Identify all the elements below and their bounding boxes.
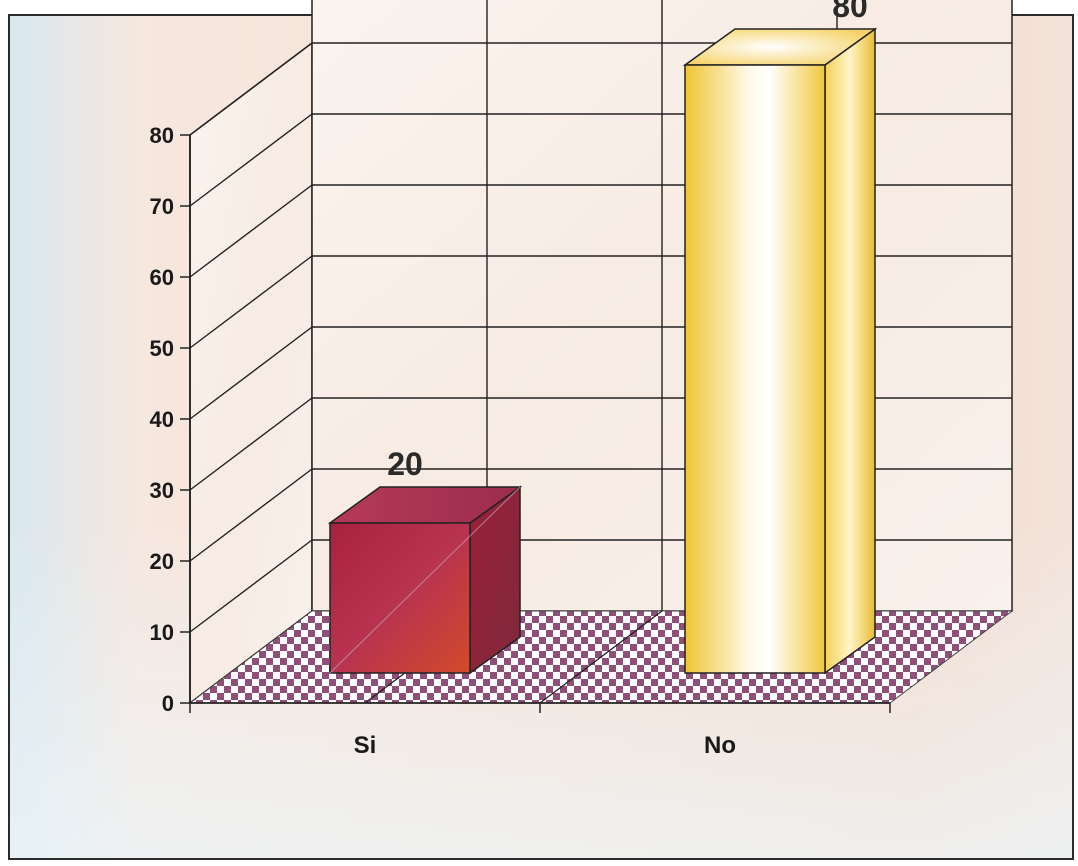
category-label-si: Si xyxy=(354,732,377,759)
gridline-left xyxy=(189,113,313,207)
bar-side xyxy=(824,27,876,675)
data-label-si: 20 xyxy=(387,446,423,482)
y-tick-label: 50 xyxy=(150,336,174,361)
y-tick-label: 40 xyxy=(150,407,174,432)
y-tick-label: 80 xyxy=(150,123,174,148)
gridline-left xyxy=(189,42,313,136)
y-tick-label: 20 xyxy=(150,549,174,574)
bars xyxy=(327,27,878,675)
bar-front xyxy=(329,522,471,674)
gridline-left xyxy=(189,468,313,562)
gridline-left xyxy=(189,326,313,420)
bar-front xyxy=(684,64,826,674)
gridline-left xyxy=(189,539,313,633)
axes xyxy=(180,134,891,713)
y-tick-label: 0 xyxy=(162,691,174,716)
gridline-left xyxy=(189,255,313,349)
gridline-left xyxy=(189,184,313,278)
chart-walls xyxy=(188,0,1014,705)
labels: 0 10 20 30 40 50 60 70 80 20 Si 80 No xyxy=(150,0,868,759)
y-tick-label: 70 xyxy=(150,194,174,219)
data-label-no: 80 xyxy=(832,0,868,24)
gridline-left xyxy=(189,397,313,491)
category-label-no: No xyxy=(704,732,736,759)
bar-si xyxy=(327,485,523,675)
bar-sheen xyxy=(329,486,521,674)
floor-divider xyxy=(539,610,663,704)
y-tick-label: 60 xyxy=(150,265,174,290)
y-tick-label: 10 xyxy=(150,620,174,645)
y-tick-label: 30 xyxy=(150,478,174,503)
bar-no xyxy=(682,27,878,675)
